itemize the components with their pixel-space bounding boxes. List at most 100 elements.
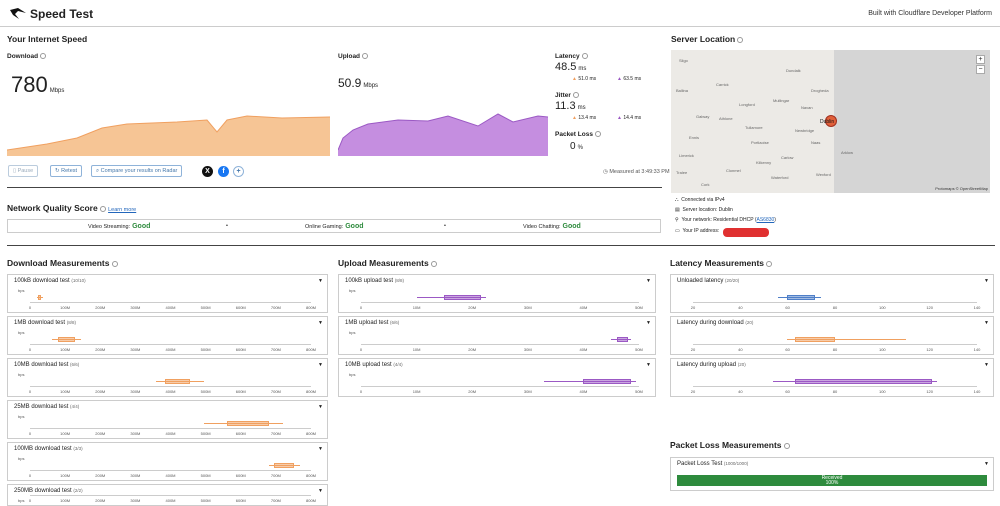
info-icon[interactable] bbox=[594, 131, 601, 138]
nq-online-gaming: Online Gaming: Good bbox=[305, 223, 364, 230]
info-icon[interactable] bbox=[40, 53, 47, 60]
download-test-card[interactable]: 25MB download test (4/4) ▼ bps 0 100M 200M 300… bbox=[7, 400, 328, 439]
info-icon[interactable] bbox=[362, 53, 369, 60]
axis-tick-label: 20M bbox=[468, 305, 477, 310]
info-icon[interactable] bbox=[99, 205, 106, 212]
zoom-out-button[interactable]: − bbox=[976, 65, 985, 74]
upload-test-card[interactable]: 100kB upload test (8/8) ▼ bps 0 10M 20M 30M 40M… bbox=[338, 274, 656, 313]
axis-tick-label: 600M bbox=[235, 498, 246, 503]
upload-speed-chart bbox=[338, 113, 548, 156]
network-quality-bar: Video Streaming: Good • Online Gaming: Goo… bbox=[7, 219, 661, 233]
axis-tick-label: 20 bbox=[690, 305, 696, 310]
download-measurements-heading: Download Measurements bbox=[7, 258, 118, 268]
box-plot bbox=[164, 379, 191, 384]
axis-tick-label: 20 bbox=[690, 347, 696, 352]
compare-radar-button[interactable]: ⌕ Compare your results on Radar bbox=[91, 165, 183, 177]
facebook-share-icon[interactable]: f bbox=[218, 166, 229, 177]
download-test-card[interactable]: 1MB download test (8/8) ▼ bps 0 100M 200M 300M… bbox=[7, 316, 328, 355]
info-icon[interactable] bbox=[766, 260, 773, 267]
chevron-down-icon[interactable]: ▼ bbox=[318, 446, 323, 452]
info-icon[interactable] bbox=[737, 36, 744, 43]
axis-tick-label: 600M bbox=[235, 305, 246, 310]
axis-line bbox=[361, 344, 639, 345]
info-icon[interactable] bbox=[111, 260, 118, 267]
x-share-icon[interactable]: X bbox=[202, 166, 213, 177]
axis-tick-label: 300M bbox=[130, 498, 141, 503]
download-test-card[interactable]: 250MB download test (2/2) ▼ bps 0 100M 200M 30… bbox=[7, 484, 328, 506]
axis-line bbox=[361, 302, 639, 303]
server-location-text: ▤ Server location: Dublin bbox=[675, 207, 733, 213]
download-test-card[interactable]: 100MB download test (3/3) ▼ bps 0 100M 200M 30… bbox=[7, 442, 328, 481]
packet-loss-heading: Packet Loss Measurements bbox=[670, 440, 790, 450]
axis-tick-label: 100M bbox=[60, 431, 71, 436]
received-bar: Received 100% bbox=[677, 475, 987, 486]
chevron-down-icon[interactable]: ▼ bbox=[984, 320, 989, 326]
axis-tick-label: 30M bbox=[523, 389, 532, 394]
app-title: Speed Test bbox=[30, 7, 94, 21]
box-plot bbox=[583, 379, 631, 384]
axis-tick-label: 100M bbox=[60, 389, 71, 394]
upload-test-title: 10MB upload test (4/4) bbox=[345, 362, 403, 368]
latency-test-card[interactable]: Unloaded latency (20/20) ▼ 20 40 60 80 100 120 1… bbox=[670, 274, 994, 313]
chevron-down-icon[interactable]: ▼ bbox=[984, 362, 989, 368]
learn-more-link[interactable]: Learn more bbox=[108, 207, 137, 213]
download-speed-chart bbox=[7, 115, 330, 156]
info-icon[interactable] bbox=[783, 442, 790, 449]
axis-tick-label: 400M bbox=[165, 431, 176, 436]
axis-tick-label: 10M bbox=[412, 347, 421, 352]
info-icon[interactable] bbox=[430, 260, 437, 267]
latency-down: ▲ 51.0 ms bbox=[572, 76, 597, 82]
share-icon[interactable]: + bbox=[233, 166, 244, 177]
asn-link[interactable]: AS6830 bbox=[756, 217, 775, 223]
box-plot bbox=[786, 295, 816, 300]
axis-tick-label: 120 bbox=[926, 389, 933, 394]
download-value: 780 Mbps bbox=[11, 72, 65, 97]
axis-tick-label: 50M bbox=[635, 305, 643, 310]
jitter-value: 11.3 ms bbox=[555, 100, 586, 112]
download-test-title: 250MB download test (2/2) bbox=[14, 488, 83, 494]
info-icon[interactable] bbox=[581, 53, 588, 60]
chevron-down-icon[interactable]: ▼ bbox=[646, 278, 651, 284]
axis-unit: bps bbox=[18, 372, 25, 377]
axis-tick-label: 300M bbox=[130, 305, 141, 310]
retest-button[interactable]: ↻ Retest bbox=[50, 165, 83, 177]
axis-unit: bps bbox=[18, 288, 25, 293]
axis-tick-label: 400M bbox=[165, 473, 176, 478]
axis-tick-label: 20M bbox=[468, 347, 477, 352]
axis-line bbox=[30, 302, 311, 303]
axis-tick-label: 800M bbox=[305, 498, 317, 503]
ip-redaction bbox=[723, 228, 769, 237]
latency-label: Latency bbox=[555, 53, 588, 60]
download-test-card[interactable]: 100kB download test (10/10) ▼ bps 0 100M 200M… bbox=[7, 274, 328, 313]
chevron-down-icon[interactable]: ▼ bbox=[984, 461, 989, 467]
axis-tick-label: 80 bbox=[832, 347, 838, 352]
packet-loss-value: 0% bbox=[570, 141, 583, 152]
upload-test-card[interactable]: 1MB upload test (6/6) ▼ bps 0 10M 20M 30M 40M 50… bbox=[338, 316, 656, 355]
chevron-down-icon[interactable]: ▼ bbox=[318, 320, 323, 326]
chevron-down-icon[interactable]: ▼ bbox=[646, 320, 651, 326]
zoom-in-button[interactable]: + bbox=[976, 55, 985, 64]
chevron-down-icon[interactable]: ▼ bbox=[318, 362, 323, 368]
packet-loss-card[interactable]: Packet Loss Test (1000/1000) ▼ Received 1… bbox=[670, 457, 994, 491]
pause-button[interactable]: ▯ Pause bbox=[8, 165, 39, 177]
axis-tick-label: 700M bbox=[270, 473, 281, 478]
map-sea bbox=[834, 50, 990, 193]
chevron-down-icon[interactable]: ▼ bbox=[318, 404, 323, 410]
download-test-card[interactable]: 10MB download test (6/6) ▼ bps 0 100M 200M 300… bbox=[7, 358, 328, 397]
axis-tick-label: 60 bbox=[785, 347, 790, 352]
info-icon[interactable] bbox=[572, 92, 579, 99]
chevron-down-icon[interactable]: ▼ bbox=[984, 278, 989, 284]
box-plot bbox=[795, 379, 932, 384]
latency-test-card[interactable]: Latency during upload (20) ▼ 20 40 60 80 100 12… bbox=[670, 358, 994, 397]
chevron-down-icon[interactable]: ▼ bbox=[318, 278, 323, 284]
upload-test-card[interactable]: 10MB upload test (4/4) ▼ bps 0 10M 20M 30M 40M 5… bbox=[338, 358, 656, 397]
download-test-title: 100kB download test (10/10) bbox=[14, 278, 86, 284]
axis-tick-label: 500M bbox=[200, 305, 211, 310]
chevron-down-icon[interactable]: ▼ bbox=[646, 362, 651, 368]
axis-tick-label: 140 bbox=[973, 305, 981, 310]
upload-value: 50.9 Mbps bbox=[338, 76, 379, 90]
chevron-down-icon[interactable]: ▼ bbox=[318, 488, 323, 494]
server-map[interactable]: Sligo Dundalk Ballina Carrick Longford M… bbox=[671, 50, 990, 193]
your-network: ⚲ Your network: Residential DHCP (AS6830… bbox=[675, 217, 776, 223]
latency-test-card[interactable]: Latency during download (20) ▼ 20 40 60 80 100… bbox=[670, 316, 994, 355]
